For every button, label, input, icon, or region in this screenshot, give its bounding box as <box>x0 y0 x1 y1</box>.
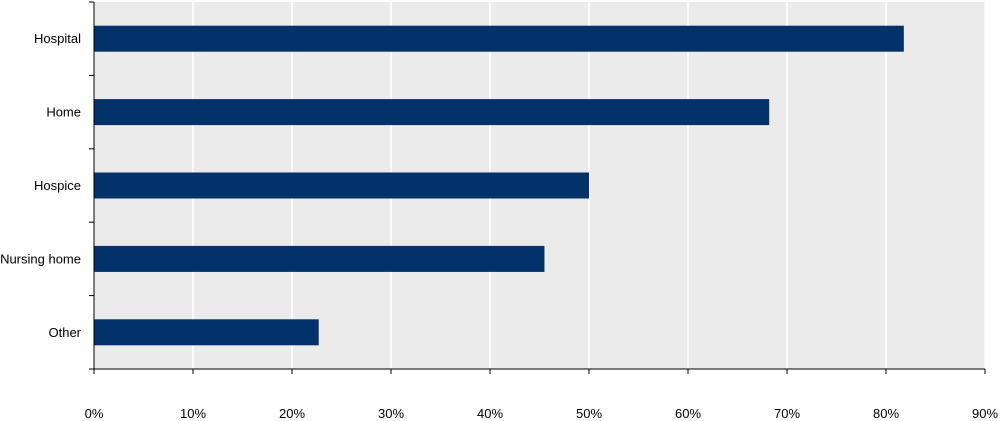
x-tick-label: 90% <box>972 406 998 421</box>
bar <box>94 99 770 126</box>
x-tick-label: 0% <box>85 406 104 421</box>
tick-labels: 0% 10% 20% 30% 40% 50% 60% 70% 80% 90% <box>85 406 999 421</box>
axes <box>89 1 986 374</box>
category-label: Hospice <box>34 178 81 193</box>
x-tick-label: 50% <box>576 406 602 421</box>
bar <box>94 25 904 52</box>
x-tick-label: 60% <box>675 406 701 421</box>
bar <box>94 245 545 272</box>
bar <box>94 319 319 346</box>
x-tick-label: 80% <box>873 406 899 421</box>
category-label: Nursing home <box>0 251 81 266</box>
category-label: Other <box>48 325 81 340</box>
category-label: Hospital <box>34 31 81 46</box>
x-tick-label: 10% <box>180 406 206 421</box>
x-tick-label: 40% <box>477 406 503 421</box>
x-tick-label: 30% <box>378 406 404 421</box>
bars <box>94 25 904 346</box>
category-labels: Hospital Home Hospice Nursing home Other <box>0 31 82 340</box>
x-tick-label: 20% <box>279 406 305 421</box>
x-tick-label: 70% <box>774 406 800 421</box>
bar <box>94 172 589 199</box>
category-label: Home <box>46 105 81 120</box>
